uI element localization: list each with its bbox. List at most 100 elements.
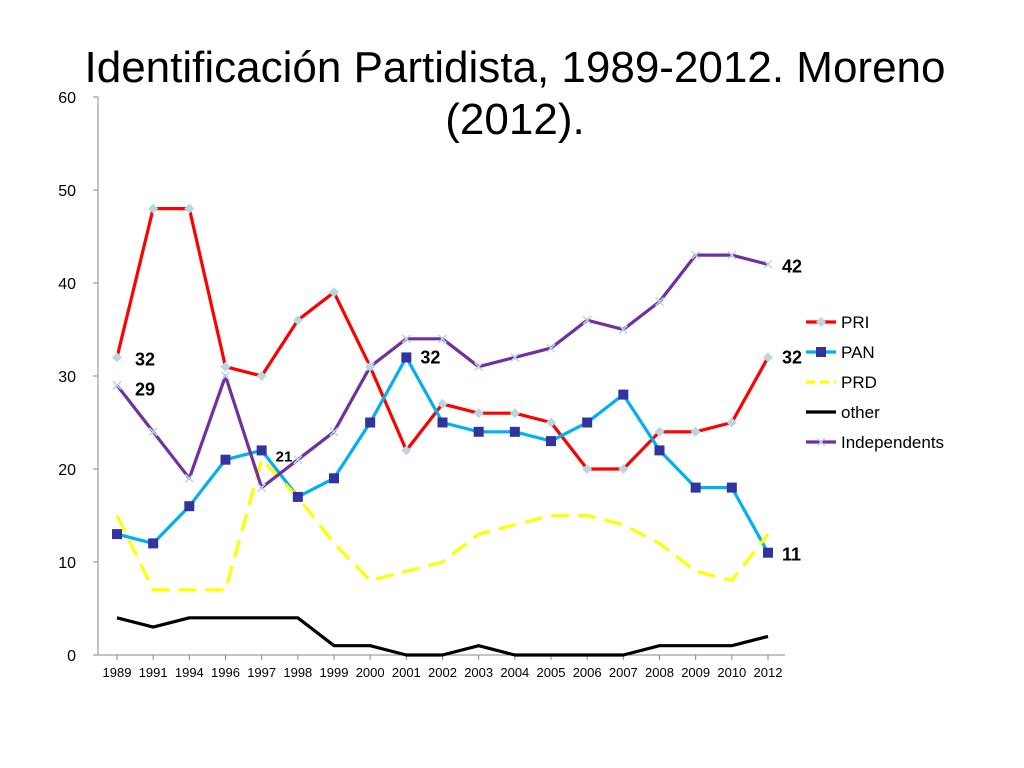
data-point-pri [582, 464, 593, 474]
data-point-independents [365, 362, 375, 372]
legend-marker-pan [816, 347, 826, 357]
data-label: 21 [276, 449, 293, 466]
data-point-pri [292, 315, 303, 326]
x-tick-label: 1994 [175, 665, 204, 680]
data-labels: 32 29 21 32 42 32 11 [135, 256, 802, 564]
series-line-pan [116, 355, 770, 554]
x-tick-label: 1991 [139, 665, 168, 680]
x-tick-label: 2007 [609, 665, 638, 680]
y-axis-ticks: 0 10 20 30 40 50 60 [58, 90, 98, 665]
x-tick-label: 2006 [573, 665, 602, 680]
data-point-pan [148, 538, 159, 549]
data-point-independents [220, 371, 231, 381]
data-point-pan [654, 445, 665, 456]
data-point-pan [546, 436, 556, 447]
data-point-pan [763, 547, 773, 558]
legend-marker-independents [816, 437, 826, 447]
data-label: 32 [135, 349, 155, 369]
data-point-independents [691, 250, 701, 260]
data-point-pri [401, 445, 412, 456]
data-point-pri [546, 417, 556, 428]
x-axis-ticks: 1989 1991 1994 1996 1997 1998 1999 2000 2001 2002… [103, 655, 783, 680]
series-markers [112, 203, 773, 558]
data-point-pan [256, 445, 267, 456]
data-point-pan [329, 473, 339, 484]
series-line-prd [115, 458, 770, 592]
chart-legend: PRI PAN PRD other Independents [806, 313, 944, 452]
data-point-independents [510, 352, 520, 362]
data-point-independents [401, 334, 411, 344]
data-label: 29 [135, 379, 155, 399]
data-point-independents [618, 324, 628, 335]
data-point-pri [618, 464, 629, 474]
legend-label-pan: PAN [841, 343, 875, 362]
data-point-pan [401, 352, 412, 363]
data-point-pri [112, 352, 122, 363]
data-point-pri [256, 371, 267, 381]
data-point-pri [184, 203, 195, 214]
legend-label-prd: PRD [841, 373, 877, 392]
data-point-independents [582, 315, 592, 325]
data-point-pan [582, 417, 593, 428]
x-tick-label: 2003 [464, 665, 493, 680]
data-label: 11 [782, 545, 801, 565]
data-point-independents [654, 297, 665, 307]
data-point-pri [329, 287, 339, 298]
data-point-independents [293, 455, 303, 465]
x-tick-label: 2004 [500, 665, 529, 680]
y-tick-label: 0 [67, 648, 76, 665]
y-tick-label: 40 [58, 276, 76, 293]
data-point-pri [509, 408, 520, 419]
data-point-independents [329, 427, 339, 437]
data-point-pri [220, 361, 231, 372]
data-point-pan [220, 454, 231, 465]
data-point-pri [726, 417, 737, 428]
legend-marker-pri [816, 317, 826, 327]
data-point-pan [184, 501, 195, 512]
x-tick-label: 2001 [392, 665, 421, 680]
data-point-pri [690, 426, 701, 437]
data-point-pan [509, 426, 520, 437]
data-point-independents [112, 380, 122, 390]
x-tick-label: 2012 [754, 665, 783, 680]
data-point-independents [257, 483, 267, 493]
series-line-other [116, 616, 769, 657]
x-tick-label: 1998 [283, 665, 312, 680]
data-point-pan [473, 426, 484, 437]
data-point-pan [690, 482, 701, 493]
data-point-pri [148, 203, 159, 214]
x-tick-label: 1989 [103, 665, 132, 680]
data-point-independents [727, 250, 737, 260]
data-point-pan [618, 389, 629, 400]
data-point-independents [437, 334, 448, 344]
data-point-pri [437, 398, 448, 409]
data-point-independents [148, 427, 158, 437]
legend-label-pri: PRI [841, 313, 869, 332]
legend-label-independents: Independents [841, 433, 944, 452]
legend-label-other: other [841, 403, 880, 422]
y-tick-label: 60 [58, 90, 76, 107]
series-line-independents [115, 253, 769, 490]
data-point-independents [474, 362, 484, 372]
x-tick-label: 1996 [211, 665, 240, 680]
series-lines [115, 207, 770, 657]
x-tick-label: 2010 [717, 665, 746, 680]
data-point-pan [437, 417, 448, 428]
data-label: 32 [420, 347, 440, 367]
data-point-pan [292, 491, 303, 502]
chart-title: Identificación Partidista, 1989-2012. Mo… [84, 43, 946, 144]
data-point-independents [763, 259, 773, 269]
x-tick-label: 2000 [356, 665, 385, 680]
x-tick-label: 2008 [645, 665, 674, 680]
x-tick-label: 2002 [428, 665, 457, 680]
data-label: 32 [782, 347, 802, 367]
x-tick-label: 1999 [320, 665, 349, 680]
chart-axes [97, 97, 785, 656]
data-point-pan [365, 417, 376, 428]
data-point-independents [546, 343, 556, 353]
data-label: 42 [782, 256, 802, 276]
y-tick-label: 30 [58, 369, 76, 386]
x-tick-label: 1997 [247, 665, 276, 680]
